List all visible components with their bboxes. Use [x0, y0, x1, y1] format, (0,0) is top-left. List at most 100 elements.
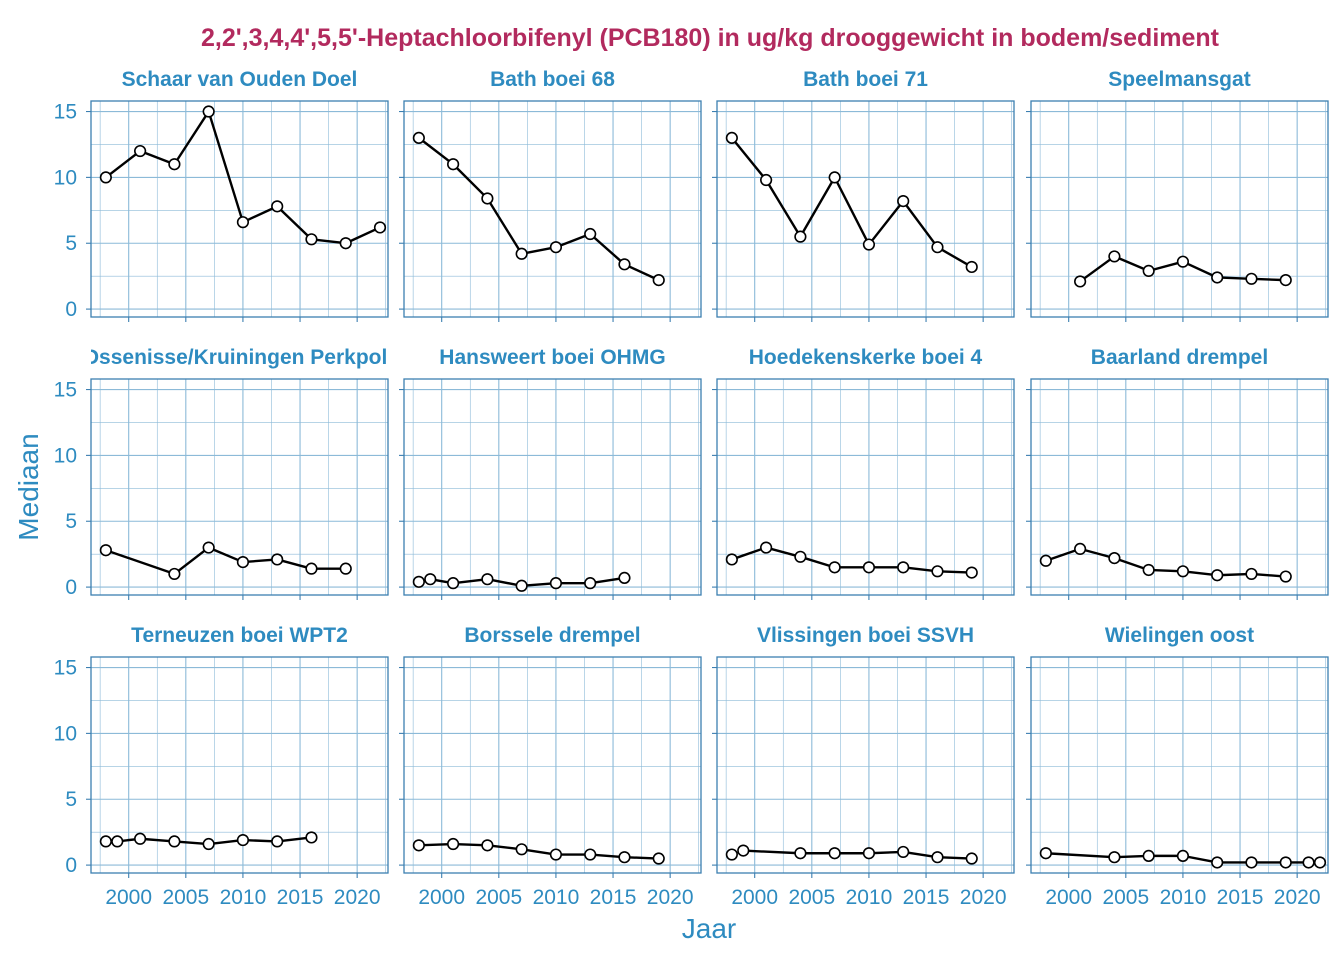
series-line	[936, 245, 973, 269]
grid	[717, 657, 1014, 873]
data-point	[549, 848, 563, 861]
data-point	[828, 171, 841, 184]
data-point	[134, 832, 147, 845]
grid	[404, 379, 701, 595]
data-point	[618, 571, 631, 584]
data-point	[515, 247, 528, 260]
y-tick-label: 5	[65, 510, 77, 533]
panel-border	[1030, 378, 1329, 596]
y-tick-label: 15	[54, 657, 77, 680]
data-point	[652, 274, 665, 287]
data-point	[1279, 570, 1292, 583]
data-point	[862, 238, 876, 251]
data-point	[412, 131, 425, 144]
x-tick-label: 2015	[590, 886, 637, 909]
data-point	[1176, 255, 1190, 268]
panel-border	[403, 656, 702, 874]
panel: Baarland drempel	[1026, 346, 1329, 600]
data-point	[99, 544, 112, 557]
data-point	[794, 847, 807, 860]
data-point	[134, 144, 147, 158]
data-point	[1039, 847, 1052, 860]
data-point	[99, 171, 112, 184]
data-point	[168, 158, 181, 171]
data-point	[1108, 552, 1121, 565]
data-point	[965, 852, 978, 865]
panel-border	[1030, 656, 1329, 874]
data-point	[725, 131, 738, 144]
panel: Hoedekenskerke boei 4	[712, 346, 1015, 600]
data-point	[897, 845, 910, 859]
data-point	[897, 561, 910, 574]
data-point	[236, 555, 250, 569]
panel: Speelmansgat	[1026, 68, 1329, 322]
data-point	[305, 831, 318, 844]
series	[99, 105, 387, 250]
data-point	[1211, 569, 1224, 582]
series-line	[742, 849, 802, 855]
data-point	[99, 835, 112, 848]
data-point	[339, 237, 352, 250]
panel-label: Bath boei 71	[803, 68, 928, 91]
data-point	[618, 851, 631, 864]
data-point	[965, 260, 978, 274]
panel: Terneuzen boei WPT2 0 5 10 15 2000 2005 2010 201…	[54, 624, 389, 909]
data-point	[549, 241, 563, 254]
series	[412, 571, 631, 592]
panel-border	[716, 100, 1015, 318]
data-point	[931, 241, 944, 254]
data-point	[931, 565, 944, 578]
data-point	[862, 561, 876, 574]
grid	[404, 657, 701, 873]
y-tick-label: 0	[65, 576, 77, 599]
data-point	[305, 562, 318, 575]
data-point	[1279, 274, 1292, 287]
data-point	[931, 851, 944, 864]
panel-border	[90, 378, 389, 596]
y-tick-label: 0	[65, 298, 77, 321]
series-line	[138, 149, 176, 166]
series-line	[1044, 852, 1116, 859]
grid	[1031, 379, 1328, 595]
data-point	[305, 233, 318, 246]
y-tick-label: 10	[54, 722, 77, 745]
data-point	[584, 577, 597, 590]
data-point	[481, 573, 494, 586]
series-line	[451, 163, 489, 200]
series	[725, 131, 978, 274]
series-line	[486, 197, 523, 255]
data-point	[1108, 851, 1121, 864]
panel: Vlissingen boei SSVH 2000 2005 2010 2015 2020	[712, 624, 1015, 909]
x-tick-label: 2010	[533, 886, 580, 909]
panel-label: Speelmansgat	[1108, 68, 1250, 91]
x-tick-label: 2010	[1160, 886, 1207, 909]
data-point	[1176, 849, 1190, 862]
series-line	[623, 263, 660, 282]
panel-label: Borssele drempel	[464, 624, 640, 647]
data-point	[236, 833, 250, 847]
data-point	[481, 839, 494, 852]
series-line	[344, 226, 382, 245]
data-point	[1142, 264, 1155, 278]
y-tick-label: 15	[54, 101, 77, 124]
data-point	[515, 843, 528, 856]
panel-label: Terneuzen boei WPT2	[131, 624, 348, 647]
data-point	[202, 541, 215, 554]
data-point	[1245, 856, 1258, 869]
series	[725, 541, 978, 579]
data-point	[725, 553, 738, 566]
data-point	[1074, 542, 1087, 556]
panel-label: Schaar van Ouden Doel	[122, 68, 358, 91]
series-line	[104, 549, 176, 576]
panel-label: Hoedekenskerke boei 4	[749, 346, 983, 369]
data-point	[1074, 275, 1087, 288]
data-point	[1142, 849, 1155, 862]
data-point	[584, 227, 597, 241]
data-point	[447, 577, 460, 590]
panel-label: Bath boei 68	[490, 68, 615, 91]
panel: Borssele drempel 2000 2005 2010 2015 2020	[399, 624, 702, 909]
data-point	[828, 561, 841, 574]
series	[99, 541, 352, 581]
data-point	[339, 562, 352, 575]
panel-border	[716, 656, 1015, 874]
